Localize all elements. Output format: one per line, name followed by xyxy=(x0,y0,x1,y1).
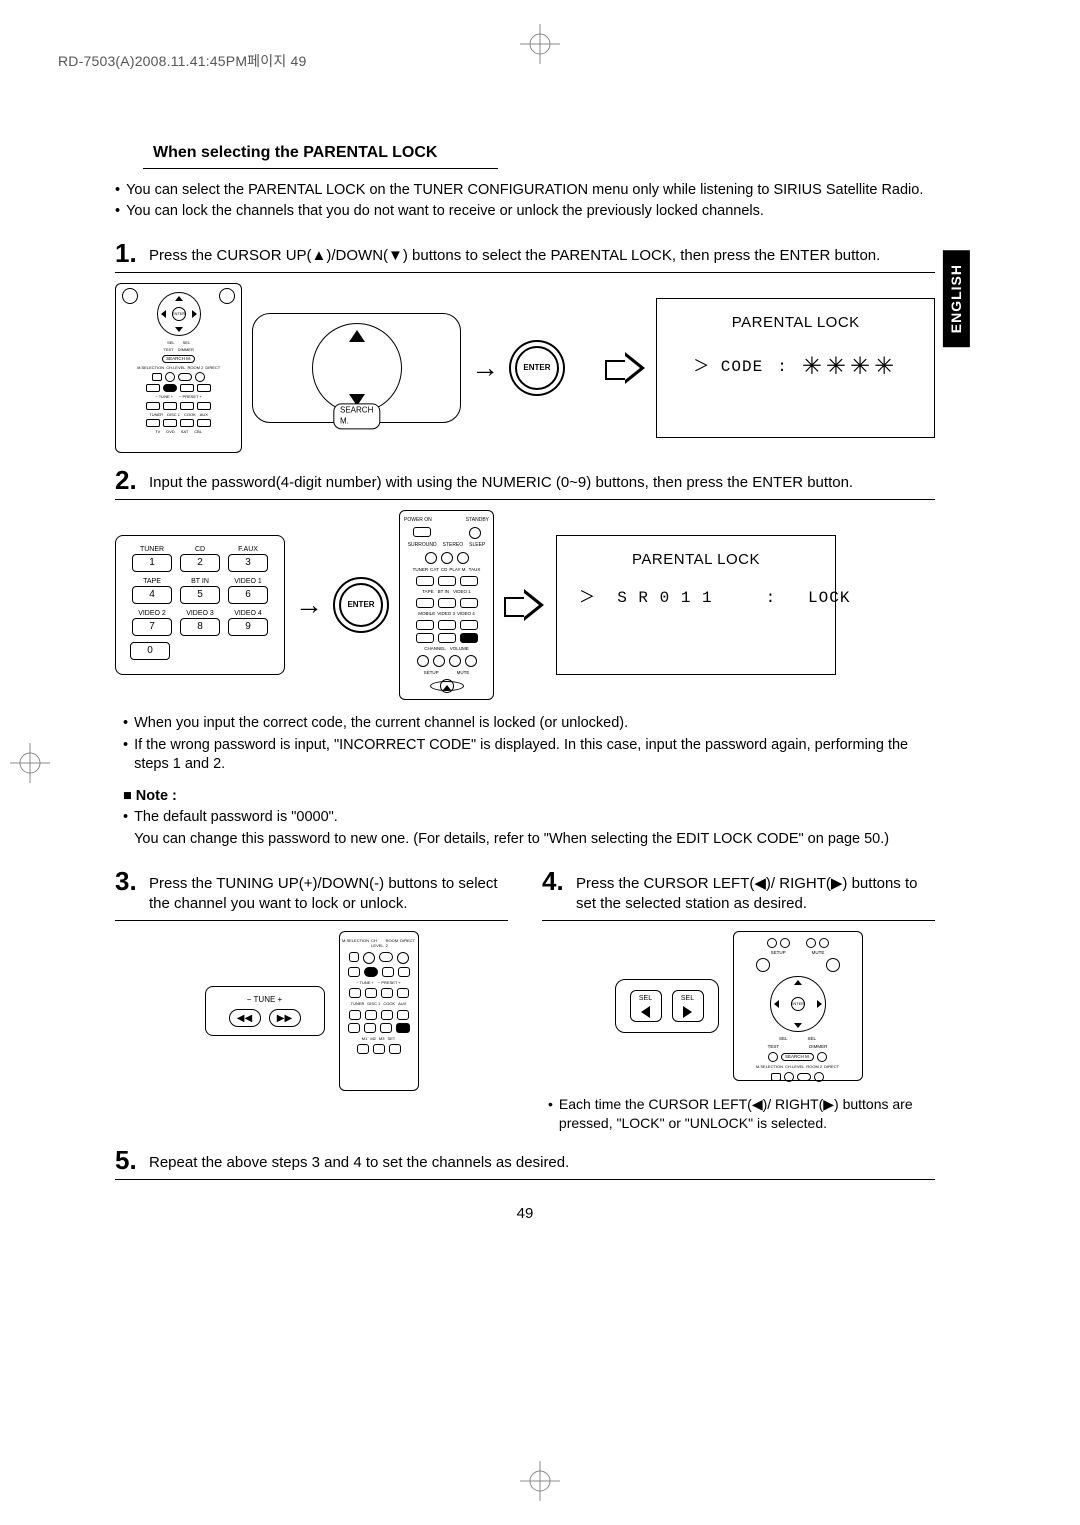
step-number: 3. xyxy=(115,868,141,894)
bullet: • xyxy=(123,736,128,775)
intro-line-2: You can lock the channels that you do no… xyxy=(126,202,764,222)
key-label: F.AUX xyxy=(238,546,258,553)
figure-step1: ENTER SELSEL TESTDIMMER SEARCH M. M.SELE… xyxy=(115,283,935,453)
language-tab: ENGLISH xyxy=(943,250,970,347)
step-text: Press the CURSOR LEFT(◀)/ RIGHT(▶) butto… xyxy=(576,868,935,915)
note-line: The default password is "0000". xyxy=(134,808,338,828)
section-title: When selecting the PARENTAL LOCK xyxy=(143,140,498,169)
step-number: 4. xyxy=(542,868,568,894)
enter-button-diagram: ENTER xyxy=(509,340,565,396)
bullet: • xyxy=(123,714,128,734)
step-number: 1. xyxy=(115,240,141,266)
display-title: PARENTAL LOCK xyxy=(573,550,819,570)
step4-subnote: • Each time the CURSOR LEFT(◀)/ RIGHT(▶)… xyxy=(548,1095,935,1133)
key-2: 2 xyxy=(180,554,220,572)
bullet: • xyxy=(548,1095,553,1133)
key-6: 6 xyxy=(228,586,268,604)
step-5: 5. Repeat the above steps 3 and 4 to set… xyxy=(115,1147,935,1180)
notes-block: • When you input the correct code, the cu… xyxy=(123,714,935,849)
sel-right-button: SEL xyxy=(672,990,704,1022)
key-9: 9 xyxy=(228,618,268,636)
key-5: 5 xyxy=(180,586,220,604)
page-content: ENGLISH When selecting the PARENTAL LOCK… xyxy=(115,140,935,1224)
key-3: 3 xyxy=(228,554,268,572)
enter-button-diagram: ENTER xyxy=(333,577,389,633)
note-line: If the wrong password is input, "INCORRE… xyxy=(134,736,935,775)
key-label: TAPE xyxy=(143,578,161,585)
intro-block: • You can select the PARENTAL LOCK on the… xyxy=(115,181,935,222)
step-3-col: 3. Press the TUNING UP(+)/DOWN(-) button… xyxy=(115,858,508,1133)
step-text: Repeat the above steps 3 and 4 to set th… xyxy=(149,1147,569,1173)
subnote-text: Each time the CURSOR LEFT(◀)/ RIGHT(▶) b… xyxy=(559,1095,935,1133)
key-label: CD xyxy=(195,546,205,553)
enter-label: ENTER xyxy=(339,583,383,627)
key-label: VIDEO 1 xyxy=(234,578,262,585)
key-7: 7 xyxy=(132,618,172,636)
hollow-arrow-icon xyxy=(504,589,546,621)
key-label: VIDEO 2 xyxy=(138,610,166,617)
sel-left-button: SEL xyxy=(630,990,662,1022)
key-1: 1 xyxy=(132,554,172,572)
step-number: 2. xyxy=(115,467,141,493)
tune-up-icon: ▶▶ xyxy=(269,1009,301,1027)
numeric-keypad-diagram: TUNER1 CD2 F.AUX3 TAPE4 BT IN5 VIDEO 16 … xyxy=(115,535,285,675)
page-number: 49 xyxy=(115,1204,935,1224)
crop-mark-bottom xyxy=(480,1461,600,1501)
cursor-pad-diagram: SEARCH M. xyxy=(252,313,461,423)
figure-step2: TUNER1 CD2 F.AUX3 TAPE4 BT IN5 VIDEO 16 … xyxy=(115,510,935,700)
tune-label: − TUNE + xyxy=(247,995,282,1006)
bullet: • xyxy=(115,202,120,222)
key-label: TUNER xyxy=(140,546,164,553)
remote-diagram: ENTER SELSEL TESTDIMMER SEARCH M. M.SELE… xyxy=(115,283,242,453)
key-label: VIDEO 3 xyxy=(186,610,214,617)
display-mask: ✳✳✳✳ xyxy=(802,351,898,383)
key-label: VIDEO 4 xyxy=(234,610,262,617)
display-line: ＞ S R 0 1 1 : LOCK xyxy=(573,588,819,610)
step-text: Press the CURSOR UP(▲)/DOWN(▼) buttons t… xyxy=(149,240,880,266)
tune-down-icon: ◀◀ xyxy=(229,1009,261,1027)
sel-label: SEL xyxy=(639,994,652,1003)
step-2: 2. Input the password(4-digit number) wi… xyxy=(115,467,935,500)
tune-buttons-diagram: − TUNE + ◀◀ ▶▶ xyxy=(205,986,325,1037)
arrow-icon: → xyxy=(295,586,323,624)
step-text: Input the password(4-digit number) with … xyxy=(149,467,853,493)
display-title: PARENTAL LOCK xyxy=(673,313,918,333)
intro-line-1: You can select the PARENTAL LOCK on the … xyxy=(126,181,923,201)
step-1: 1. Press the CURSOR UP(▲)/DOWN(▼) button… xyxy=(115,240,935,273)
arrow-icon: → xyxy=(471,349,499,387)
step-number: 5. xyxy=(115,1147,141,1173)
enter-label: ENTER xyxy=(515,346,559,390)
step-4-col: 4. Press the CURSOR LEFT(◀)/ RIGHT(▶) bu… xyxy=(542,858,935,1133)
key-8: 8 xyxy=(180,618,220,636)
remote-snippet: SETUPMUTE ENTER SELSEL TESTDIMMER SEARCH… xyxy=(733,931,863,1081)
full-remote-diagram: POWER ONSTANDBY SURROUNDSTEREOSLEEP TUNE… xyxy=(399,510,494,700)
key-4: 4 xyxy=(132,586,172,604)
sel-buttons-diagram: SEL SEL xyxy=(615,979,719,1033)
search-label: SEARCH M. xyxy=(333,404,380,430)
note-heading: ■ Note : xyxy=(123,787,935,807)
hollow-arrow-icon xyxy=(605,352,647,384)
note-line: You can change this password to new one.… xyxy=(134,830,889,850)
display-parental-code: PARENTAL LOCK ＞ CODE : ✳✳✳✳ xyxy=(656,298,935,438)
remote-snippet: M.SELECTIONCH LEVELROOM 2DIRECT − TUNE +… xyxy=(339,931,419,1091)
sel-label: SEL xyxy=(681,994,694,1003)
bullet: • xyxy=(123,808,128,828)
steps-3-4-row: 3. Press the TUNING UP(+)/DOWN(-) button… xyxy=(115,858,935,1133)
key-label: BT IN xyxy=(191,578,209,585)
step-text: Press the TUNING UP(+)/DOWN(-) buttons t… xyxy=(149,868,508,915)
note-line: When you input the correct code, the cur… xyxy=(134,714,628,734)
crop-mark-left xyxy=(10,703,50,823)
bullet: • xyxy=(115,181,120,201)
display-code-label: ＞ CODE xyxy=(693,357,763,379)
display-parental-lock-status: PARENTAL LOCK ＞ S R 0 1 1 : LOCK xyxy=(556,535,836,675)
enter-mini: ENTER xyxy=(172,307,186,321)
running-header: RD-7503(A)2008.11.41:45PM페이지 49 xyxy=(58,52,306,71)
display-colon: : xyxy=(777,357,788,379)
key-0: 0 xyxy=(130,642,170,660)
crop-mark-top xyxy=(480,24,600,64)
